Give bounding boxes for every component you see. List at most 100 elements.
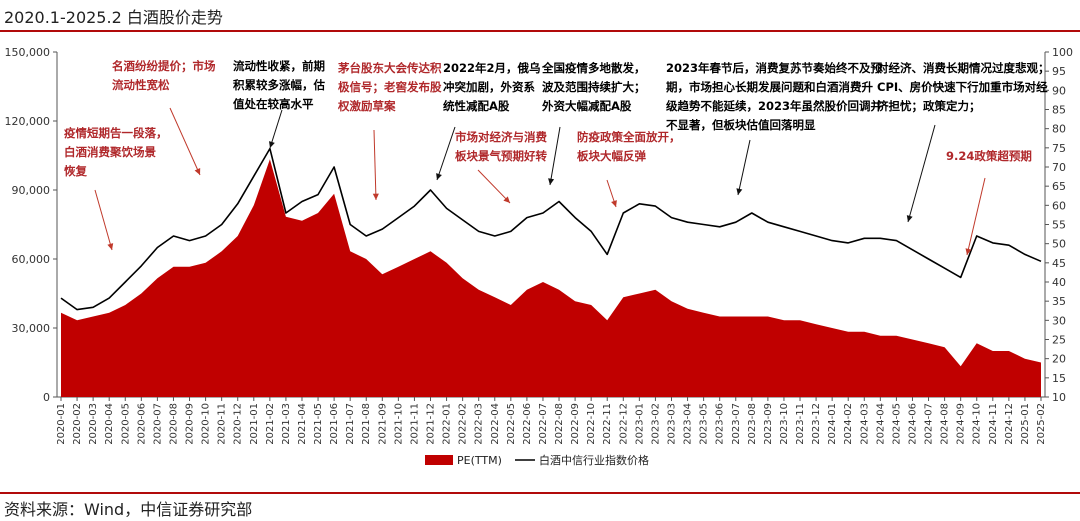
annotation-arrow-line [966,177,986,256]
x-tick-label: 2023-06 [715,403,726,445]
annotation-text: 积累较多涨幅，估 [233,78,325,92]
x-tick-label: 2023-03 [666,403,677,445]
annotation-text: 恢复 [64,164,87,178]
x-tick-label: 2022-05 [506,403,517,445]
annotation-arrow-line [269,109,283,149]
x-tick-label: 2020-07 [152,403,163,445]
chart-svg: 030,00060,00090,000120,000150,0001015202… [5,46,1074,467]
x-tick-label: 2023-04 [683,403,694,445]
x-tick-label: 2020-06 [136,403,147,445]
annotation-text: 冲突加剧，外资系 [443,80,535,94]
right-tick-label: 40 [1052,276,1066,289]
annotation-arrow-head [965,248,972,255]
x-tick-label: 2023-11 [795,403,806,445]
legend-label-pe: PE(TTM) [457,454,502,467]
annotation-text: 流动性宽松 [112,78,170,92]
x-tick-label: 2020-08 [168,403,179,445]
annotation-arrow-head [436,173,442,180]
annotation-arrow-head [107,243,114,250]
annotation-arrow-line [169,107,201,176]
annotation-text: 极信号；老窖发布股 [338,80,442,94]
right-tick-label: 80 [1052,123,1066,136]
annotation-text: 级趋势不能延续，2023年虽然股价回调并 [666,99,883,113]
annotation-text: 期，市场担心长期发展问题和白酒消费升 [666,80,873,94]
annotation-text: 市场对经济与消费 [455,130,547,144]
left-tick-label: 60,000 [12,253,51,266]
x-tick-label: 2024-05 [891,403,902,445]
annotation-text: 济担忧；政策定力； [877,99,981,113]
x-tick-label: 2022-12 [618,403,629,445]
x-tick-label: 2022-04 [490,403,501,445]
x-tick-label: 2021-02 [265,403,276,445]
legend-swatch-pe [425,455,453,465]
right-tick-label: 90 [1052,84,1066,97]
index-line-series [60,147,1042,311]
annotation-text: 流动性收紧，前期 [233,59,325,73]
x-tick-label: 2022-07 [538,403,549,445]
annotation-text: 对经济、消费长期情况过度悲观； [877,61,1050,75]
x-tick-label: 2024-11 [988,403,999,445]
x-tick-label: 2022-06 [522,403,533,445]
right-tick-label: 50 [1052,238,1066,251]
x-tick-label: 2024-06 [907,403,918,445]
annotation-arrow-head [736,188,743,195]
x-tick-label: 2023-08 [747,403,758,445]
annotation-text: 名酒纷纷提价；市场 [112,59,216,73]
annotation-arrow-line [737,139,751,196]
x-tick-label: 2021-03 [281,403,292,445]
annotation-text: 2023年春节后，消费复苏节奏始终不及预 [666,61,883,75]
x-tick-label: 2023-09 [763,403,774,445]
x-tick-label: 2022-09 [570,403,581,445]
x-tick-label: 2021-04 [297,403,308,445]
annotation-text: 白酒消费聚饮场景 [64,145,156,159]
x-tick-label: 2021-10 [393,403,404,445]
x-tick-label: 2022-01 [442,403,453,445]
annotation-text: CPI、房价快速下行加重市场对经 [877,80,1048,94]
annotation-text: 统性减配A股 [443,99,510,113]
annotation-arrow-line [94,189,113,251]
x-tick-label: 2024-08 [940,403,951,445]
x-tick-label: 2020-02 [72,403,83,445]
x-tick-label: 2025-01 [1020,403,1031,445]
right-tick-label: 35 [1052,295,1066,308]
annotation-arrow-head [269,141,275,148]
annotation-arrow-line [373,129,377,201]
legend-label-index: 白酒中信行业指数价格 [539,453,649,467]
x-tick-label: 2024-09 [956,403,967,445]
x-tick-label: 2020-04 [104,403,115,445]
annotation-arrow-head [906,215,913,222]
x-tick-label: 2021-06 [329,403,340,445]
right-tick-label: 70 [1052,161,1066,174]
x-tick-label: 2023-05 [699,403,710,445]
x-tick-label: 2022-11 [602,403,613,445]
x-tick-label: 2022-10 [586,403,597,445]
x-tick-label: 2023-07 [731,403,742,445]
right-tick-label: 75 [1052,142,1066,155]
x-tick-label: 2024-04 [875,403,886,445]
left-tick-label: 90,000 [12,184,51,197]
right-tick-label: 25 [1052,334,1066,347]
annotation-text: 2022年2月，俄乌 [443,61,541,75]
annotation-arrow-line [549,126,561,186]
right-tick-label: 65 [1052,180,1066,193]
x-tick-label: 2023-02 [650,403,661,445]
source-note: 资料来源：Wind，中信证券研究部 [4,500,253,519]
x-tick-label: 2021-05 [313,403,324,445]
x-tick-label: 2020-11 [217,403,228,445]
x-tick-label: 2024-01 [827,403,838,445]
x-tick-label: 2024-12 [1004,403,1015,445]
title-bar [0,0,1080,32]
left-tick-label: 30,000 [12,322,51,335]
x-tick-label: 2020-05 [120,403,131,445]
x-tick-label: 2023-12 [811,403,822,445]
x-tick-label: 2021-01 [249,403,260,445]
right-tick-label: 10 [1052,391,1066,404]
annotation-arrow-line [477,169,511,204]
x-tick-label: 2024-07 [924,403,935,445]
right-tick-label: 55 [1052,219,1066,232]
x-tick-label: 2024-10 [972,403,983,445]
right-tick-label: 85 [1052,104,1066,117]
annotation-arrow-head [372,193,379,200]
right-tick-label: 45 [1052,257,1066,270]
right-tick-label: 60 [1052,199,1066,212]
